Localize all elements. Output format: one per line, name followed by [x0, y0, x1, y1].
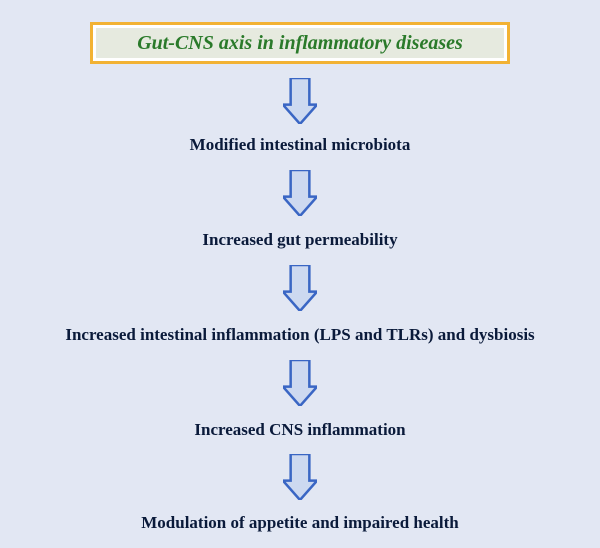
- step-4: Increased CNS inflammation: [194, 420, 405, 440]
- title-box: Gut-CNS axis in inflammatory diseases: [90, 22, 510, 64]
- step-3-text: Increased intestinal inflammation (LPS a…: [65, 325, 534, 344]
- step-5: Modulation of appetite and impaired heal…: [141, 513, 459, 533]
- diagram-canvas: Gut-CNS axis in inflammatory diseases Mo…: [0, 0, 600, 548]
- arrow-4: [283, 360, 317, 406]
- arrow-3: [283, 265, 317, 311]
- arrow-2: [283, 170, 317, 216]
- diagram-title: Gut-CNS axis in inflammatory diseases: [137, 32, 463, 55]
- step-1-text: Modified intestinal microbiota: [190, 135, 411, 154]
- arrow-1: [283, 78, 317, 124]
- step-3: Increased intestinal inflammation (LPS a…: [65, 325, 534, 345]
- step-1: Modified intestinal microbiota: [190, 135, 411, 155]
- step-2-text: Increased gut permeability: [202, 230, 397, 249]
- step-4-text: Increased CNS inflammation: [194, 420, 405, 439]
- step-5-text: Modulation of appetite and impaired heal…: [141, 513, 459, 532]
- arrow-5: [283, 454, 317, 500]
- step-2: Increased gut permeability: [202, 230, 397, 250]
